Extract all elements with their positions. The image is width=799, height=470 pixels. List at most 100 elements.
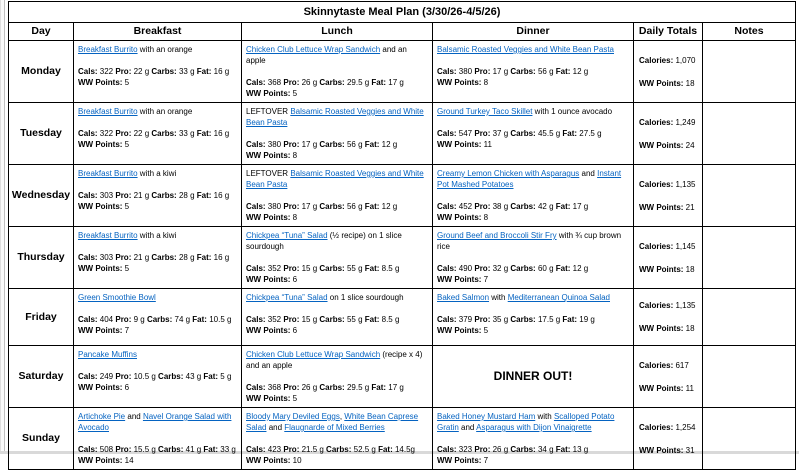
meal-nutrition: Cals: 368 Pro: 26 g Carbs: 29.5 g Fat: 1… (246, 78, 404, 87)
meal-nutrition: Cals: 380 Pro: 17 g Carbs: 56 g Fat: 12 … (246, 140, 398, 149)
recipe-link[interactable]: Instant Pot Mashed Potatoes (437, 169, 622, 189)
notes-cell (702, 288, 796, 346)
recipe-link[interactable]: Ground Turkey Taco Skillet (437, 107, 533, 116)
daily-totals-cell: Calories: 1,135 WW Points: 21 (633, 164, 703, 227)
recipe-link[interactable]: Chicken Club Lettuce Wrap Sandwich (246, 350, 381, 359)
meal-description: Artichoke Pie and Navel Orange Salad wit… (78, 412, 232, 432)
recipe-link[interactable]: Mediterranean Quinoa Salad (507, 293, 610, 302)
header-row: Day Breakfast Lunch Dinner Daily Totals … (8, 22, 796, 41)
day-cell: Monday (8, 40, 74, 103)
recipe-link[interactable]: Chicken Club Lettuce Wrap Sandwich (246, 45, 381, 54)
meal-ww-points: WW Points: 5 (78, 78, 130, 87)
col-header-dinner: Dinner (432, 22, 634, 41)
meal-ww-points: WW Points: 6 (246, 275, 298, 284)
recipe-link[interactable]: Pancake Muffins (78, 350, 137, 359)
meal-nutrition: Cals: 380 Pro: 17 g Carbs: 56 g Fat: 12 … (437, 67, 589, 76)
breakfast-cell: Breakfast Burrito with an orange Cals: 3… (73, 40, 242, 103)
total-calories: Calories: 1,135 (639, 301, 696, 310)
notes-cell (702, 164, 796, 227)
day-cell: Friday (8, 288, 74, 346)
meal-nutrition: Cals: 303 Pro: 21 g Carbs: 28 g Fat: 16 … (78, 191, 230, 200)
breakfast-cell: Pancake Muffins Cals: 249 Pro: 10.5 g Ca… (73, 345, 242, 408)
meal-nutrition: Cals: 303 Pro: 21 g Carbs: 28 g Fat: 16 … (78, 253, 230, 262)
meal-ww-points: WW Points: 7 (437, 456, 489, 465)
col-header-lunch: Lunch (241, 22, 433, 41)
meal-nutrition: Cals: 352 Pro: 15 g Carbs: 55 g Fat: 8.5… (246, 264, 400, 273)
recipe-link[interactable]: Breakfast Burrito (78, 231, 138, 240)
meal-ww-points: WW Points: 6 (78, 383, 130, 392)
meal-nutrition: Cals: 323 Pro: 26 g Carbs: 34 g Fat: 13 … (437, 445, 589, 454)
meal-ww-points: WW Points: 5 (246, 89, 298, 98)
dinner-cell: Ground Turkey Taco Skillet with 1 ounce … (432, 102, 634, 165)
recipe-link[interactable]: Chickpea “Tuna” Salad (246, 293, 328, 302)
recipe-link[interactable]: Baked Honey Mustard Ham (437, 412, 536, 421)
meal-ww-points: WW Points: 8 (437, 213, 489, 222)
lunch-cell: Chicken Club Lettuce Wrap Sandwich (reci… (241, 345, 433, 408)
total-ww-points: WW Points: 18 (639, 78, 695, 88)
recipe-link[interactable]: Balsamic Roasted Veggies and White Bean … (437, 45, 614, 54)
total-calories: Calories: 1,070 (639, 55, 696, 65)
meal-nutrition: Cals: 547 Pro: 37 g Carbs: 45.5 g Fat: 2… (437, 129, 602, 138)
meal-description: Breakfast Burrito with an orange (78, 107, 193, 116)
title-row: Skinnytaste Meal Plan (3/30/26-4/5/26) (8, 1, 796, 23)
total-calories: Calories: 1,145 (639, 241, 696, 251)
meal-description: Breakfast Burrito with a kiwi (78, 231, 177, 240)
day-cell: Thursday (8, 226, 74, 289)
dinner-cell: Baked Salmon with Mediterranean Quinoa S… (432, 288, 634, 346)
total-ww-points: WW Points: 31 (639, 445, 695, 455)
meal-description: Chicken Club Lettuce Wrap Sandwich and a… (246, 45, 407, 65)
notes-cell (702, 226, 796, 289)
meal-nutrition: Cals: 404 Pro: 9 g Carbs: 74 g Fat: 10.5… (78, 315, 232, 324)
recipe-link[interactable]: Balsamic Roasted Veggies and White Bean … (246, 169, 424, 189)
meal-ww-points: WW Points: 7 (437, 275, 489, 284)
meal-ww-points: WW Points: 11 (437, 140, 492, 149)
recipe-link[interactable]: Ground Beef and Broccoli Stir Fry (437, 231, 557, 240)
recipe-link[interactable]: Asparagus with Dijon Vinaigrette (476, 423, 592, 432)
meal-description: LEFTOVER Balsamic Roasted Veggies and Wh… (246, 107, 424, 127)
meal-description: Breakfast Burrito with an orange (78, 45, 193, 54)
meal-description: Breakfast Burrito with a kiwi (78, 169, 177, 178)
dinner-cell: Balsamic Roasted Veggies and White Bean … (432, 40, 634, 103)
meal-nutrition: Cals: 423 Pro: 21.5 g Carbs: 52.5 g Fat:… (246, 445, 415, 454)
breakfast-cell: Artichoke Pie and Navel Orange Salad wit… (73, 407, 242, 470)
daily-totals-cell: Calories: 1,145 WW Points: 18 (633, 226, 703, 289)
recipe-link[interactable]: Scalloped Potato Gratin (437, 412, 615, 432)
recipe-link[interactable]: Navel Orange Salad with Avocado (78, 412, 232, 432)
total-calories: Calories: 1,254 (639, 422, 696, 432)
daily-totals-cell: Calories: 1,135 WW Points: 18 (633, 288, 703, 346)
recipe-link[interactable]: Balsamic Roasted Veggies and White Bean … (246, 107, 424, 127)
breakfast-cell: Breakfast Burrito with a kiwi Cals: 303 … (73, 226, 242, 289)
meal-description: Chickpea “Tuna” Salad (½ recipe) on 1 sl… (246, 231, 402, 251)
notes-cell (702, 407, 796, 470)
recipe-link[interactable]: Breakfast Burrito (78, 45, 138, 54)
recipe-link[interactable]: Breakfast Burrito (78, 107, 138, 116)
recipe-link[interactable]: Bloody Mary Deviled Eggs (246, 412, 340, 421)
daily-totals-cell: Calories: 617 WW Points: 11 (633, 345, 703, 408)
day-cell: Sunday (8, 407, 74, 470)
meal-description: Baked Salmon with Mediterranean Quinoa S… (437, 293, 610, 302)
recipe-link[interactable]: Flaugnarde of Mixed Berries (284, 423, 385, 432)
page-title: Skinnytaste Meal Plan (3/30/26-4/5/26) (8, 1, 796, 23)
total-calories: Calories: 1,135 (639, 179, 696, 189)
recipe-link[interactable]: Artichoke Pie (78, 412, 126, 421)
meal-ww-points: WW Points: 5 (78, 140, 130, 149)
recipe-link[interactable]: Baked Salmon (437, 293, 490, 302)
meal-ww-points: WW Points: 8 (246, 213, 298, 222)
total-ww-points: WW Points: 11 (639, 383, 694, 393)
meal-nutrition: Cals: 508 Pro: 15.5 g Carbs: 41 g Fat: 3… (78, 445, 236, 454)
col-header-daily-totals: Daily Totals (633, 22, 703, 41)
recipe-link[interactable]: White Bean Caprese Salad (246, 412, 419, 432)
meal-row-thursday: Thursday Breakfast Burrito with a kiwi C… (8, 226, 796, 289)
meal-nutrition: Cals: 322 Pro: 22 g Carbs: 33 g Fat: 16 … (78, 67, 230, 76)
meal-description: Ground Beef and Broccoli Stir Fry with ¾… (437, 231, 622, 251)
dinner-out-label: DINNER OUT! (493, 369, 573, 383)
meal-ww-points: WW Points: 14 (78, 456, 134, 465)
recipe-link[interactable]: Chickpea “Tuna” Salad (246, 231, 328, 240)
breakfast-cell: Breakfast Burrito with an orange Cals: 3… (73, 102, 242, 165)
dinner-cell: Creamy Lemon Chicken with Asparagus and … (432, 164, 634, 227)
meal-ww-points: WW Points: 5 (437, 326, 489, 335)
recipe-link[interactable]: Creamy Lemon Chicken with Asparagus (437, 169, 580, 178)
recipe-link[interactable]: Green Smoothie Bowl (78, 293, 156, 302)
meal-description: Creamy Lemon Chicken with Asparagus and … (437, 169, 622, 189)
recipe-link[interactable]: Breakfast Burrito (78, 169, 138, 178)
